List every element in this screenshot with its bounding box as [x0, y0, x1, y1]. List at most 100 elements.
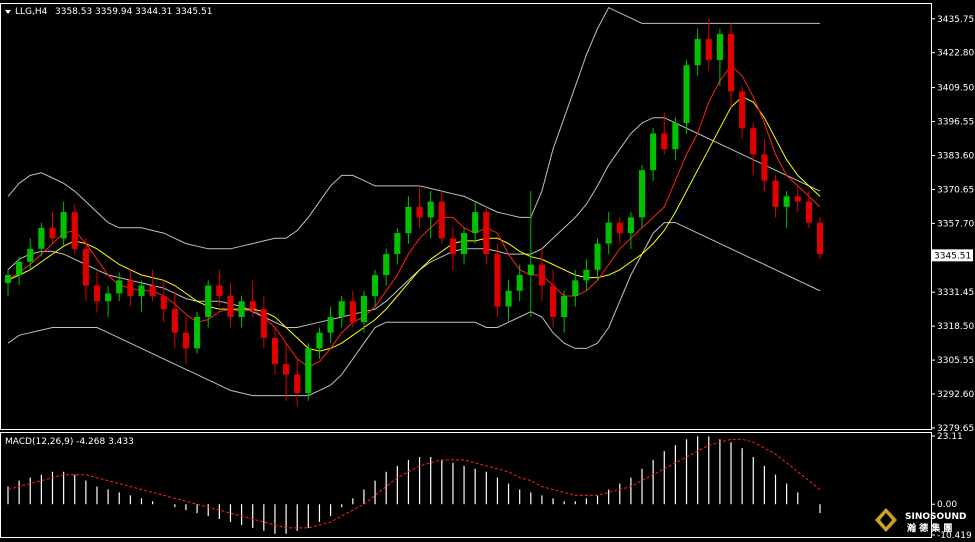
candle[interactable]	[438, 191, 445, 244]
candle[interactable]	[82, 238, 89, 302]
candle[interactable]	[661, 112, 668, 155]
candle-body	[360, 296, 368, 323]
candle[interactable]	[761, 138, 768, 192]
candle-body	[138, 285, 145, 297]
candle[interactable]	[27, 238, 34, 270]
candle[interactable]	[227, 282, 234, 328]
candle[interactable]	[105, 285, 112, 317]
candle[interactable]	[160, 280, 167, 323]
candle[interactable]	[294, 358, 301, 407]
dropdown-triangle-icon[interactable]	[5, 10, 11, 14]
candle[interactable]	[616, 217, 623, 244]
candle[interactable]	[527, 191, 534, 317]
candle[interactable]	[205, 280, 212, 328]
candle[interactable]	[460, 227, 468, 265]
bb-upper-line	[7, 6, 820, 250]
candle[interactable]	[483, 206, 490, 265]
candle[interactable]	[638, 164, 646, 228]
candle[interactable]	[327, 306, 334, 344]
candle-body	[739, 91, 746, 129]
candle[interactable]	[750, 122, 757, 176]
candle[interactable]	[472, 201, 479, 244]
candle[interactable]	[672, 117, 679, 160]
candle[interactable]	[405, 196, 412, 244]
logo-text-cn: 瀚 德 集 團	[907, 522, 952, 534]
candle-body	[416, 206, 423, 218]
price-tick-label: 3292.60	[937, 390, 974, 400]
candlesticks[interactable]	[4, 18, 824, 407]
price-tick-label: 3331.45	[937, 288, 974, 298]
candle[interactable]	[249, 280, 256, 317]
candle[interactable]	[772, 175, 779, 218]
candle[interactable]	[49, 212, 56, 244]
candle[interactable]	[516, 264, 523, 302]
candle[interactable]	[305, 343, 312, 401]
candle[interactable]	[372, 269, 379, 307]
candle[interactable]	[116, 272, 123, 302]
candle[interactable]	[71, 204, 78, 255]
candle[interactable]	[427, 191, 434, 239]
candle[interactable]	[394, 227, 401, 265]
macd-frame	[0, 432, 932, 538]
candle-body	[16, 261, 23, 276]
candle[interactable]	[583, 259, 590, 291]
candle[interactable]	[705, 18, 712, 71]
candle[interactable]	[138, 280, 145, 312]
candle[interactable]	[816, 217, 824, 260]
bb-middle-line	[7, 117, 821, 328]
candle[interactable]	[216, 269, 223, 307]
candle-body	[483, 212, 490, 255]
macd-indicator	[7, 436, 821, 534]
candle[interactable]	[260, 296, 267, 349]
candle[interactable]	[283, 343, 290, 401]
candle[interactable]	[449, 227, 456, 270]
candle[interactable]	[4, 269, 12, 297]
candle[interactable]	[194, 311, 201, 354]
candle-body	[116, 280, 123, 294]
candle[interactable]	[783, 191, 790, 228]
candle-body	[527, 264, 534, 276]
candle[interactable]	[149, 269, 156, 302]
candle[interactable]	[238, 296, 245, 328]
candle[interactable]	[349, 290, 356, 328]
candle[interactable]	[650, 128, 657, 181]
candle[interactable]	[338, 296, 345, 328]
candle[interactable]	[739, 86, 746, 139]
candle[interactable]	[572, 269, 579, 307]
candle-body	[283, 364, 290, 375]
candle[interactable]	[561, 290, 568, 333]
candle[interactable]	[383, 248, 390, 286]
candle[interactable]	[549, 269, 557, 328]
candle[interactable]	[805, 191, 812, 228]
candle[interactable]	[38, 222, 45, 257]
candle[interactable]	[727, 23, 735, 108]
price-tick-label: 3318.50	[937, 322, 974, 332]
candle-body	[71, 212, 78, 249]
candle[interactable]	[60, 201, 67, 247]
candle-body	[805, 201, 812, 223]
candle[interactable]	[416, 185, 423, 228]
candle[interactable]	[538, 248, 545, 302]
candle[interactable]	[794, 185, 801, 213]
candle[interactable]	[171, 290, 178, 349]
candle[interactable]	[594, 238, 601, 281]
candle[interactable]	[505, 280, 512, 323]
candle[interactable]	[716, 28, 723, 87]
candle-body	[4, 275, 12, 283]
candle[interactable]	[271, 327, 279, 375]
candle[interactable]	[360, 290, 368, 333]
candle[interactable]	[16, 256, 23, 286]
candle[interactable]	[694, 28, 701, 76]
candle[interactable]	[605, 212, 612, 255]
candle[interactable]	[182, 316, 190, 365]
candle[interactable]	[93, 269, 101, 312]
candle-body	[38, 227, 45, 249]
candle[interactable]	[127, 269, 134, 307]
candle[interactable]	[494, 243, 501, 317]
candle[interactable]	[683, 60, 690, 134]
candle[interactable]	[627, 212, 634, 249]
candle[interactable]	[316, 327, 323, 359]
candle-body	[594, 243, 601, 270]
candle-body	[171, 309, 178, 333]
